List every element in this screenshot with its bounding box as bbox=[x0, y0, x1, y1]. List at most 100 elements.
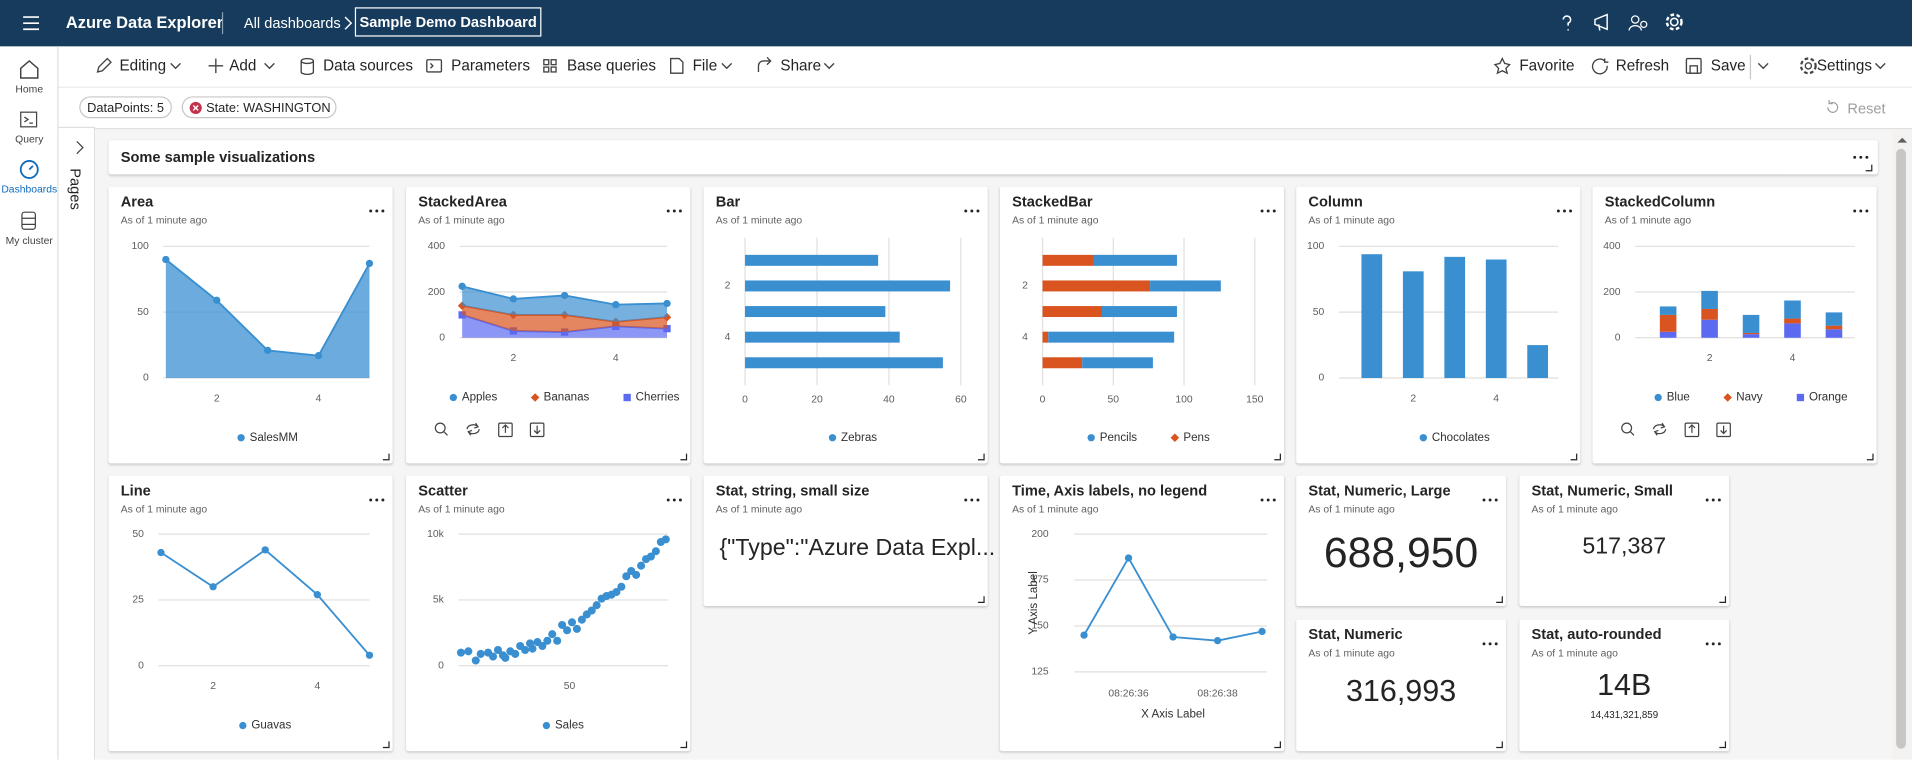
menu-icon[interactable] bbox=[22, 13, 42, 33]
chart-tile: Area As of 1 minute ago 0 50 100 2 4 SalesMM bbox=[108, 186, 393, 464]
marker bbox=[457, 301, 467, 311]
resize-handle bbox=[977, 453, 985, 461]
toolbar-button[interactable]: File bbox=[692, 57, 718, 75]
more-menu[interactable] bbox=[1556, 209, 1573, 213]
pages-pane[interactable] bbox=[58, 126, 96, 760]
more-menu[interactable] bbox=[369, 209, 385, 213]
marker bbox=[560, 328, 569, 336]
marker bbox=[314, 351, 323, 360]
x-axis-label: X Axis Label bbox=[1141, 709, 1205, 721]
menu-dot bbox=[1556, 209, 1560, 213]
more-menu[interactable] bbox=[1260, 209, 1276, 213]
scroll-up[interactable] bbox=[1896, 135, 1908, 145]
more-menu[interactable] bbox=[1705, 498, 1721, 502]
stat-tile: Stat, Numeric, Small As of 1 minute ago 51… bbox=[1519, 475, 1730, 607]
legend-marker bbox=[1723, 393, 1732, 402]
menu-dot bbox=[1488, 642, 1492, 646]
legend-marker bbox=[1087, 434, 1095, 442]
resize-handle bbox=[680, 741, 688, 749]
legend: Chocolates bbox=[1419, 432, 1490, 444]
legend-marker bbox=[237, 434, 245, 442]
x-tick-label: 150 bbox=[1246, 395, 1264, 406]
remove-icon[interactable] bbox=[189, 101, 202, 115]
more-menu[interactable] bbox=[1853, 209, 1869, 213]
toolbar-button[interactable]: Settings bbox=[1816, 57, 1872, 75]
bar bbox=[1784, 300, 1801, 319]
stat-title: Stat, Numeric bbox=[1308, 627, 1402, 643]
filter-pill[interactable]: State: WASHINGTON bbox=[181, 96, 337, 119]
y-tick-label: 0 bbox=[439, 333, 445, 344]
point bbox=[632, 570, 641, 579]
toolbar-button[interactable]: Save bbox=[1710, 57, 1746, 75]
x-tick-label: 2 bbox=[210, 681, 216, 692]
more-menu[interactable] bbox=[964, 209, 980, 213]
bar bbox=[745, 357, 943, 369]
line bbox=[1083, 556, 1263, 642]
stat-header: Stat, auto-rounded As of 1 minute ago bbox=[1532, 627, 1727, 749]
stat-value: {"Type":"Azure Data Expl... bbox=[719, 535, 996, 561]
left-nav: Home Query Dashboards My cluster bbox=[0, 46, 59, 760]
more-menu[interactable] bbox=[1482, 498, 1498, 502]
reset-icon bbox=[466, 422, 480, 436]
more-menu[interactable] bbox=[369, 498, 385, 502]
point bbox=[543, 636, 552, 645]
bar bbox=[745, 306, 886, 318]
legend-item: Apples bbox=[449, 392, 498, 404]
scroll-thumb[interactable] bbox=[1896, 148, 1906, 749]
more-menu[interactable] bbox=[1260, 498, 1276, 502]
menu-dot bbox=[1266, 498, 1270, 502]
nav-item[interactable]: Query bbox=[15, 132, 44, 146]
menu-dot bbox=[672, 498, 676, 502]
toolbar-button[interactable]: Refresh bbox=[1615, 57, 1670, 75]
toolbar-button[interactable]: Share bbox=[780, 57, 822, 75]
expand-icon[interactable] bbox=[73, 140, 85, 155]
chart-tools[interactable] bbox=[434, 422, 545, 438]
toolbar bbox=[58, 46, 1912, 88]
toolbar-button[interactable]: Editing bbox=[119, 57, 167, 75]
more-menu[interactable] bbox=[964, 498, 980, 502]
breadcrumb[interactable]: All dashboards bbox=[243, 14, 341, 32]
scrollbar[interactable] bbox=[1892, 129, 1912, 760]
point bbox=[567, 618, 577, 627]
toolbar-button[interactable]: Add bbox=[229, 57, 257, 75]
bar bbox=[1101, 306, 1177, 318]
legend: Guavas bbox=[239, 720, 291, 732]
chart-title: Bar bbox=[716, 194, 741, 210]
legend-item: Cherries bbox=[623, 392, 680, 404]
point bbox=[489, 652, 498, 661]
chart-tools[interactable] bbox=[1621, 422, 1731, 438]
chart: Line As of 1 minute ago 0 25 50 2 4 Guavas bbox=[121, 483, 390, 749]
more-menu[interactable] bbox=[666, 209, 682, 213]
nav-item[interactable]: My cluster bbox=[5, 234, 53, 247]
toolbar-button[interactable]: Data sources bbox=[323, 57, 413, 75]
header-icons[interactable] bbox=[1558, 12, 1692, 34]
dashboard-name[interactable]: Sample Demo Dashboard bbox=[354, 7, 542, 37]
resize-handle bbox=[382, 741, 390, 749]
nav-item[interactable]: Dashboards bbox=[1, 182, 58, 196]
nav-item[interactable]: Home bbox=[15, 82, 44, 96]
point bbox=[553, 636, 562, 645]
toolbar-button[interactable]: Favorite bbox=[1519, 57, 1575, 75]
toolbar-button[interactable]: Parameters bbox=[451, 57, 530, 75]
x-tick-label: 2 bbox=[1410, 393, 1416, 404]
bar bbox=[1042, 331, 1049, 343]
toolbar-button[interactable]: Base queries bbox=[567, 57, 656, 75]
x-tick-label: 0 bbox=[1040, 395, 1046, 406]
more-menu[interactable] bbox=[666, 498, 682, 502]
legend-item: Pens bbox=[1170, 432, 1210, 444]
stat-value: 14B bbox=[1597, 668, 1652, 703]
bar bbox=[1042, 306, 1102, 318]
y-tick-label: 125 bbox=[1031, 667, 1049, 678]
chart-subtitle: As of 1 minute ago bbox=[1012, 215, 1099, 226]
more-menu[interactable] bbox=[1482, 642, 1498, 646]
menu-dot bbox=[1859, 209, 1863, 213]
x-tick-label: 100 bbox=[1175, 395, 1193, 406]
filter-pill[interactable]: DataPoints: 5 bbox=[79, 96, 172, 119]
import-icon bbox=[1720, 425, 1728, 435]
legend: Zebras bbox=[828, 432, 877, 444]
reset-button[interactable]: Reset bbox=[1847, 99, 1886, 118]
menu-dot bbox=[369, 498, 373, 502]
marker bbox=[209, 583, 217, 591]
more-menu[interactable] bbox=[1705, 642, 1721, 646]
more-menu[interactable] bbox=[1850, 152, 1874, 172]
